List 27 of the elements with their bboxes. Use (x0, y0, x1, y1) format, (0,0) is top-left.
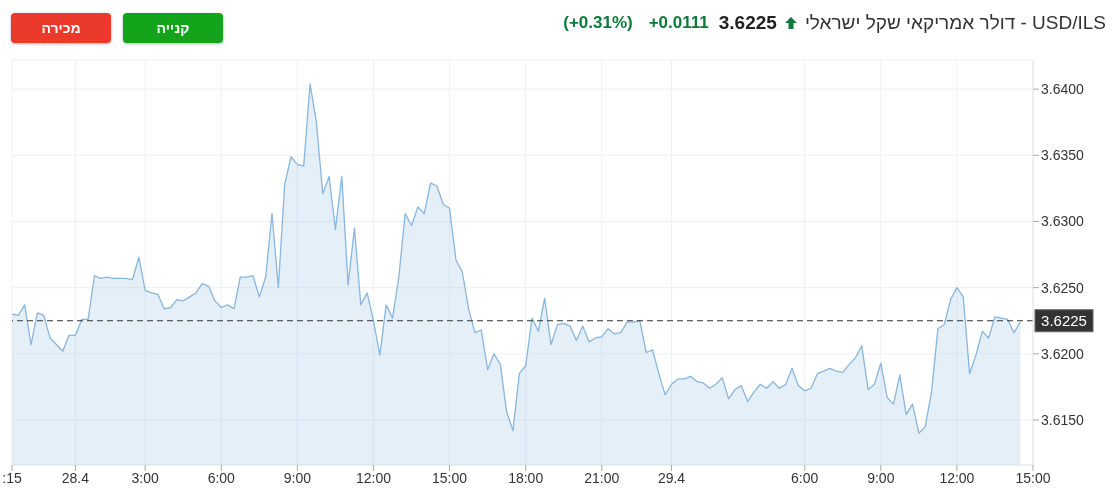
text: מכירה (11, 13, 111, 43)
text: קנייה (123, 13, 223, 43)
x-tick-label: 28.4 (61, 469, 90, 486)
x-tick-label: 15:00 (432, 469, 468, 486)
text: +0.0111 (648, 13, 709, 33)
y-tick-label: 3.6250 (1041, 279, 1085, 296)
x-tick-label: 12:00 (939, 469, 975, 486)
x-tick-label: 15:00 (1015, 469, 1051, 486)
x-tick-label: 12:00 (355, 469, 392, 486)
x-tick-label: 9:00 (283, 469, 312, 486)
x-tick-label: 21:00 (584, 469, 620, 486)
x-tick-label: 6:00 (207, 469, 236, 486)
y-tick-label: 3.6200 (1041, 345, 1085, 362)
y-tick-label: 3.6400 (1041, 81, 1085, 98)
x-tick-label: :15 (2, 469, 22, 486)
chart-subtitle: 3.6225 (718, 12, 777, 34)
y-tick-label: 3.6150 (1041, 411, 1085, 428)
y-tick-label: 3.6350 (1041, 147, 1085, 164)
ref-line-label: 3.6225 (1041, 311, 1087, 329)
x-tick-label: 6:00 (791, 469, 819, 486)
x-tick-label: 29.4 (657, 469, 686, 486)
x-tick-label: 18:00 (508, 469, 544, 486)
x-tick-label: 3:00 (131, 469, 160, 486)
chart-title: USD/ILS - דולר אמריקאי שקל ישראלי (804, 12, 1106, 34)
y-tick-label: 3.6300 (1041, 213, 1085, 230)
text: (+0.31%) (563, 13, 633, 33)
x-tick-label: 9:00 (867, 469, 895, 486)
